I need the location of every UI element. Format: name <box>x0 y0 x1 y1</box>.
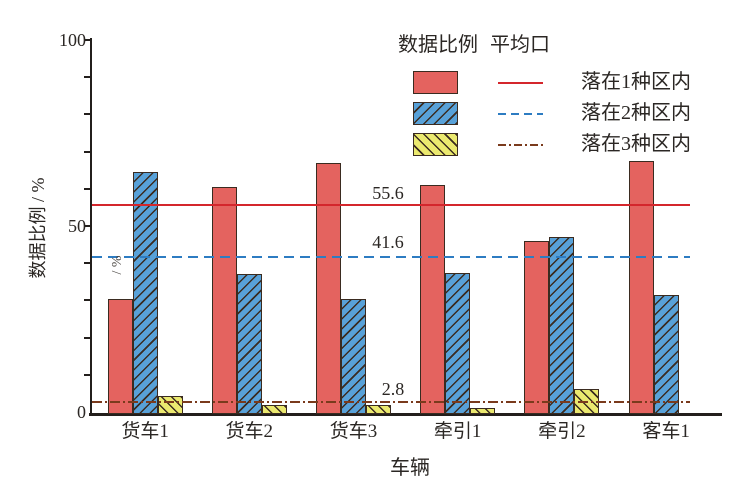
legend-header-lines: 平均口 <box>490 34 550 56</box>
bar-落在3种区内-货车3 <box>366 404 391 414</box>
y-tick-label: 0 <box>77 402 86 422</box>
reference-line-41.6 <box>92 256 690 259</box>
legend-label-2: 落在2种区内 <box>581 102 691 124</box>
x-tick-label-客车1: 客车1 <box>642 421 690 442</box>
reference-value-label-3: 2.8 <box>381 379 405 399</box>
reference-value-label-2: 41.6 <box>372 232 404 252</box>
bar-落在2种区内-客车1 <box>653 294 679 414</box>
y-axis-line <box>90 38 92 416</box>
y-axis-tick <box>84 262 90 265</box>
y-axis-title-fragment: / % <box>110 255 125 275</box>
legend-line-solid-red <box>498 82 543 84</box>
x-axis-title: 车辆 <box>390 457 430 479</box>
x-tick-label-货车3: 货车3 <box>329 421 378 442</box>
y-axis-tick <box>84 373 90 376</box>
legend-label-3: 落在3种区内 <box>581 133 691 155</box>
bar-落在2种区内-货车1 <box>132 172 158 414</box>
legend-swatch-blue-hatched-bar <box>413 102 458 125</box>
bar-落在2种区内-货车2 <box>236 274 262 414</box>
bar-落在1种区内-货车1 <box>107 298 133 414</box>
x-tick-label-货车1: 货车1 <box>121 421 169 442</box>
reference-line-2.8 <box>92 400 690 403</box>
y-axis-tick <box>84 150 90 153</box>
bar-落在1种区内-牵引2 <box>524 240 550 414</box>
reference-value-label-1: 55.6 <box>372 183 404 203</box>
y-axis-tick <box>84 113 90 116</box>
x-tick-label-牵引1: 牵引1 <box>433 421 482 442</box>
y-axis-tick <box>84 336 90 339</box>
bar-落在3种区内-牵引1 <box>470 407 496 414</box>
y-axis-tick <box>84 225 90 227</box>
bar-落在2种区内-货车3 <box>341 298 366 414</box>
y-tick-label: 100 <box>59 30 86 50</box>
bar-落在1种区内-牵引1 <box>420 185 446 414</box>
legend-label-1: 落在1种区内 <box>581 71 691 93</box>
x-tick-label-货车2: 货车2 <box>225 421 274 442</box>
y-axis-tick <box>84 39 90 41</box>
bar-落在1种区内-客车1 <box>628 160 654 414</box>
bar-落在1种区内-货车2 <box>211 186 237 414</box>
legend-header-bars: 数据比例 <box>398 34 478 56</box>
y-axis-tick <box>84 187 90 190</box>
bar-落在1种区内-货车3 <box>316 162 341 414</box>
x-axis-line <box>89 413 722 416</box>
y-axis-title: 数据比例 / % <box>28 177 48 279</box>
bar-落在3种区内-货车1 <box>157 396 183 414</box>
bar-落在3种区内-货车2 <box>261 404 287 414</box>
y-tick-label: 50 <box>68 216 86 236</box>
bar-落在2种区内-牵引1 <box>445 272 471 414</box>
legend-swatch-yellow-hatched-bar <box>413 133 458 156</box>
legend-swatch-red-bar <box>413 71 458 94</box>
y-axis-tick <box>84 76 90 79</box>
y-axis-tick <box>84 299 90 302</box>
legend-line-dashdot-brown <box>498 144 543 146</box>
bar-落在2种区内-牵引2 <box>549 237 575 414</box>
x-tick-label-牵引2: 牵引2 <box>538 421 586 442</box>
reference-line-55.6 <box>92 204 690 207</box>
legend-line-dashed-blue <box>498 113 543 115</box>
